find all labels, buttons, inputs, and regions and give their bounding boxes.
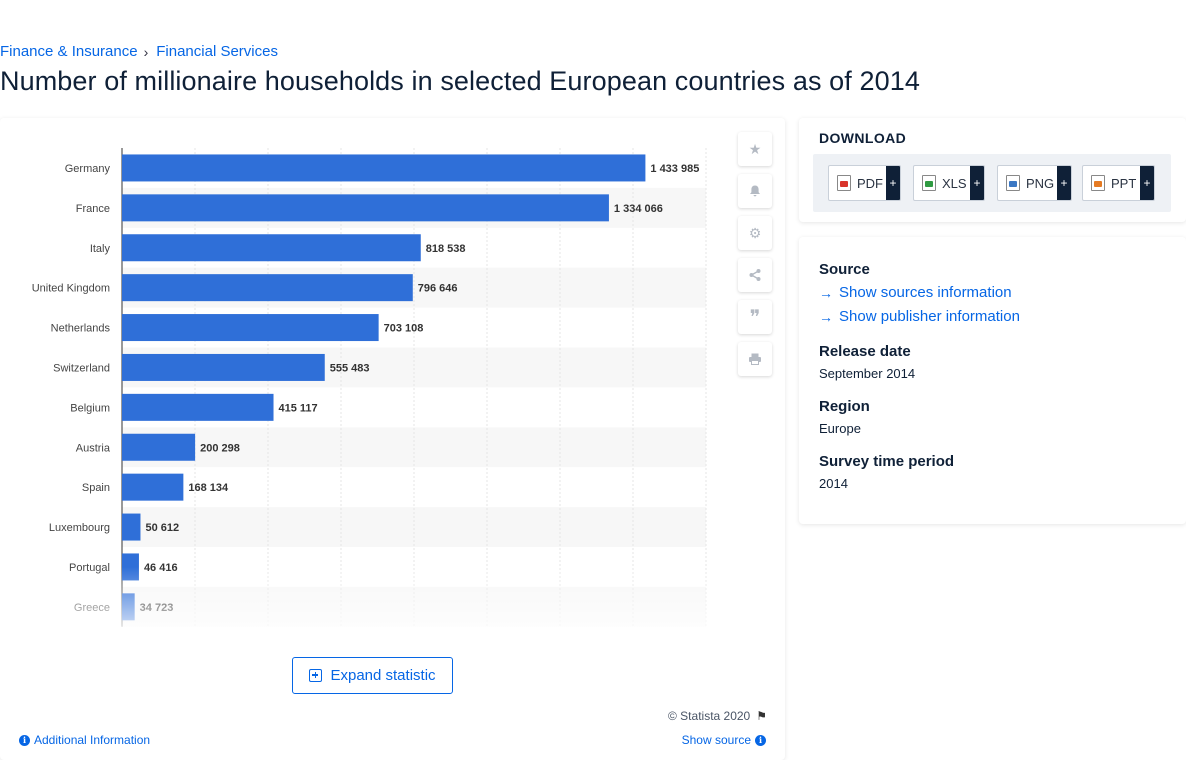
plus-icon: + xyxy=(970,166,984,200)
category-label: United Kingdom xyxy=(32,283,110,295)
share-icon xyxy=(749,269,761,281)
bar[interactable] xyxy=(122,194,609,222)
download-heading: DOWNLOAD xyxy=(819,130,907,146)
breadcrumb-separator: › xyxy=(143,43,149,60)
category-label: France xyxy=(76,203,110,215)
region-value: Europe xyxy=(819,421,861,436)
category-label: Austria xyxy=(76,442,111,454)
bar[interactable] xyxy=(122,274,413,302)
statistic-details-panel: Source → Show sources information → Show… xyxy=(799,237,1186,524)
value-label: 1 334 066 xyxy=(614,203,663,215)
ppt-label: PPT xyxy=(1111,175,1137,191)
category-label: Belgium xyxy=(70,402,110,414)
xls-file-icon xyxy=(922,175,936,191)
value-label: 168 134 xyxy=(188,482,229,494)
page-title: Number of millionaire households in sele… xyxy=(0,66,920,96)
favorite-button[interactable]: ★ xyxy=(738,132,772,166)
print-button[interactable] xyxy=(738,342,772,376)
value-label: 1 433 985 xyxy=(650,163,699,175)
release-date-value: September 2014 xyxy=(819,366,916,381)
show-source-link[interactable]: Show source i xyxy=(682,733,766,747)
cite-button[interactable]: ❞ xyxy=(738,300,772,334)
additional-information-label: Additional Information xyxy=(34,733,151,747)
category-label: Germany xyxy=(65,163,111,175)
notification-button[interactable] xyxy=(738,174,772,208)
side-toolbar: ★ ⚙ ❞ xyxy=(738,132,772,384)
region-heading: Region xyxy=(819,398,870,415)
value-label: 796 646 xyxy=(418,283,458,295)
bar[interactable] xyxy=(122,473,184,501)
bar[interactable] xyxy=(122,154,646,182)
category-label: Luxembourg xyxy=(49,522,110,534)
survey-period-heading: Survey time period xyxy=(819,453,955,470)
show-sources-link[interactable]: → Show sources information xyxy=(819,284,1012,301)
bar[interactable] xyxy=(122,393,274,421)
bar[interactable] xyxy=(122,314,379,342)
expand-statistic-label: Expand statistic xyxy=(330,667,436,684)
show-publisher-link[interactable]: → Show publisher information xyxy=(819,308,1020,325)
flag-icon[interactable]: ⚑ xyxy=(756,709,767,723)
ppt-file-icon xyxy=(1091,175,1105,191)
show-source-label: Show source xyxy=(681,733,751,747)
settings-button[interactable]: ⚙ xyxy=(738,216,772,250)
breadcrumb-finance-insurance[interactable]: Finance & Insurance xyxy=(0,43,138,60)
bar[interactable] xyxy=(122,513,141,541)
source-heading: Source xyxy=(819,261,870,278)
bell-icon xyxy=(750,185,760,197)
statistic-panel: Germany 1 433 985 France 1 334 066 Italy 818 … xyxy=(0,118,785,760)
download-png-button[interactable]: PNG + xyxy=(997,165,1072,201)
pdf-label: PDF xyxy=(857,175,883,191)
plus-icon: + xyxy=(1140,166,1154,200)
fade-overlay xyxy=(0,566,716,643)
value-label: 818 538 xyxy=(426,243,466,255)
release-date-heading: Release date xyxy=(819,343,911,360)
arrow-right-icon: → xyxy=(819,308,833,325)
download-xls-button[interactable]: XLS + xyxy=(913,165,985,201)
category-label: Switzerland xyxy=(53,362,110,374)
survey-period-value: 2014 xyxy=(819,476,848,491)
value-label: 50 612 xyxy=(145,522,179,534)
plus-icon: + xyxy=(886,166,900,200)
show-sources-label: Show sources information xyxy=(839,284,1012,301)
download-buttons: PDF + XLS + PNG + PPT + xyxy=(813,154,1171,212)
category-label: Italy xyxy=(90,243,111,255)
pdf-file-icon xyxy=(837,175,851,191)
additional-information-link[interactable]: i Additional Information xyxy=(19,733,150,747)
plus-icon: + xyxy=(1057,166,1071,200)
share-button[interactable] xyxy=(738,258,772,292)
download-ppt-button[interactable]: PPT + xyxy=(1082,165,1155,201)
value-label: 703 108 xyxy=(384,323,424,335)
plus-square-icon xyxy=(309,669,323,682)
bar[interactable] xyxy=(122,234,421,262)
info-icon: i xyxy=(755,734,766,746)
show-publisher-label: Show publisher information xyxy=(839,308,1020,325)
value-label: 555 483 xyxy=(330,362,370,374)
bar[interactable] xyxy=(122,433,196,461)
arrow-right-icon: → xyxy=(819,284,833,301)
value-label: 200 298 xyxy=(200,442,240,454)
xls-label: XLS xyxy=(942,175,967,191)
copyright: © Statista 2020 ⚑ xyxy=(668,709,767,723)
category-label: Netherlands xyxy=(51,323,111,335)
download-pdf-button[interactable]: PDF + xyxy=(828,165,901,201)
expand-statistic-button[interactable]: Expand statistic xyxy=(292,657,453,694)
gear-icon: ⚙ xyxy=(748,224,762,241)
print-icon xyxy=(749,353,761,365)
bar-chart: Germany 1 433 985 France 1 334 066 Italy 818 … xyxy=(0,148,716,643)
breadcrumb-financial-services[interactable]: Financial Services xyxy=(156,43,278,60)
png-file-icon xyxy=(1006,175,1020,191)
png-label: PNG xyxy=(1026,175,1055,191)
copyright-text: © Statista 2020 xyxy=(668,709,751,723)
info-icon: i xyxy=(19,734,30,746)
bar[interactable] xyxy=(122,353,325,381)
breadcrumb: Finance & Insurance › Financial Services xyxy=(0,43,278,60)
value-label: 415 117 xyxy=(279,402,318,414)
star-icon: ★ xyxy=(748,140,762,157)
download-panel: DOWNLOAD PDF + XLS + PNG + PPT + xyxy=(799,118,1186,222)
category-label: Spain xyxy=(82,482,110,494)
quote-icon: ❞ xyxy=(749,305,761,329)
